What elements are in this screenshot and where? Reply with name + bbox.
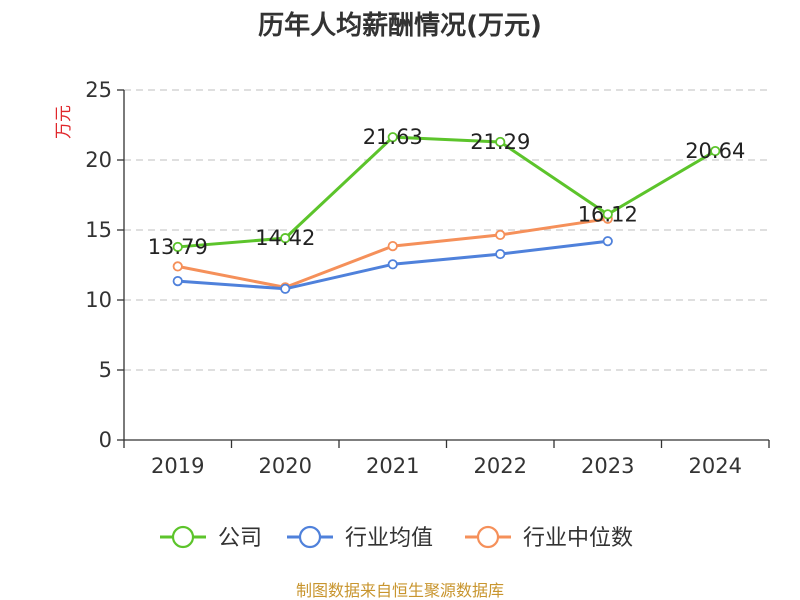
series-1 bbox=[172, 236, 613, 294]
data-label: 20.64 bbox=[685, 139, 745, 163]
data-point[interactable] bbox=[172, 275, 183, 287]
series-2 bbox=[172, 213, 613, 293]
data-point[interactable] bbox=[280, 233, 291, 244]
legend-item-2[interactable]: 行业中位数 bbox=[465, 525, 633, 551]
legend-item-0[interactable]: 公司 bbox=[160, 525, 262, 551]
data-label: 16.12 bbox=[578, 202, 638, 226]
y-tick-label: 5 bbox=[99, 358, 112, 382]
data-point[interactable] bbox=[495, 229, 506, 240]
legend-marker bbox=[171, 525, 195, 549]
legend-label: 行业中位数 bbox=[523, 526, 633, 551]
x-tick-label: 2022 bbox=[474, 454, 527, 478]
x-tick-label: 2024 bbox=[689, 454, 742, 478]
data-point[interactable] bbox=[387, 132, 398, 143]
legend-label: 公司 bbox=[218, 526, 262, 551]
x-tick-label: 2019 bbox=[151, 454, 204, 478]
data-label: 21.63 bbox=[363, 125, 423, 149]
legend[interactable]: 公司 行业均值 行业中位数 bbox=[160, 525, 633, 551]
data-labels: 13.79 14.42 21.63 21.29 16.12 20.64 bbox=[148, 125, 746, 259]
data-point[interactable] bbox=[602, 209, 613, 220]
x-tick-label: 2020 bbox=[259, 454, 312, 478]
data-point[interactable] bbox=[172, 261, 183, 272]
source-note: 制图数据来自恒生聚源数据库 bbox=[296, 581, 504, 600]
data-point[interactable] bbox=[495, 136, 506, 148]
chart-title: 历年人均薪酬情况(万元) bbox=[258, 10, 542, 41]
legend-marker bbox=[298, 525, 322, 549]
data-point[interactable] bbox=[172, 241, 183, 253]
y-tick-label: 10 bbox=[85, 288, 112, 312]
series-lines bbox=[172, 132, 721, 294]
x-tick-label: 2021 bbox=[366, 454, 419, 478]
data-point[interactable] bbox=[280, 283, 291, 294]
series-line bbox=[177, 217, 608, 289]
legend-label: 行业均值 bbox=[345, 526, 433, 551]
series-0 bbox=[172, 132, 721, 253]
y-axis-unit-label: 万元 bbox=[54, 105, 74, 139]
x-tick-label: 2023 bbox=[581, 454, 634, 478]
y-tick-label: 0 bbox=[99, 428, 112, 452]
axes: 0 5 10 15 20 25 2019 2020 2021 2022 2023 2024 bbox=[85, 78, 770, 478]
y-tick-label: 15 bbox=[85, 218, 112, 242]
grid-lines bbox=[124, 89, 769, 371]
data-label: 21.29 bbox=[470, 130, 530, 154]
data-point[interactable] bbox=[602, 236, 613, 247]
legend-item-1[interactable]: 行业均值 bbox=[287, 525, 433, 551]
legend-marker bbox=[476, 525, 500, 549]
data-point[interactable] bbox=[387, 241, 398, 252]
data-point[interactable] bbox=[495, 248, 506, 260]
data-label: 14.42 bbox=[255, 226, 315, 250]
series-line bbox=[177, 135, 717, 249]
y-tick-label: 25 bbox=[85, 78, 112, 102]
data-point[interactable] bbox=[710, 145, 721, 157]
data-label: 13.79 bbox=[148, 235, 208, 259]
y-tick-label: 20 bbox=[85, 148, 112, 172]
data-point[interactable] bbox=[387, 259, 398, 270]
